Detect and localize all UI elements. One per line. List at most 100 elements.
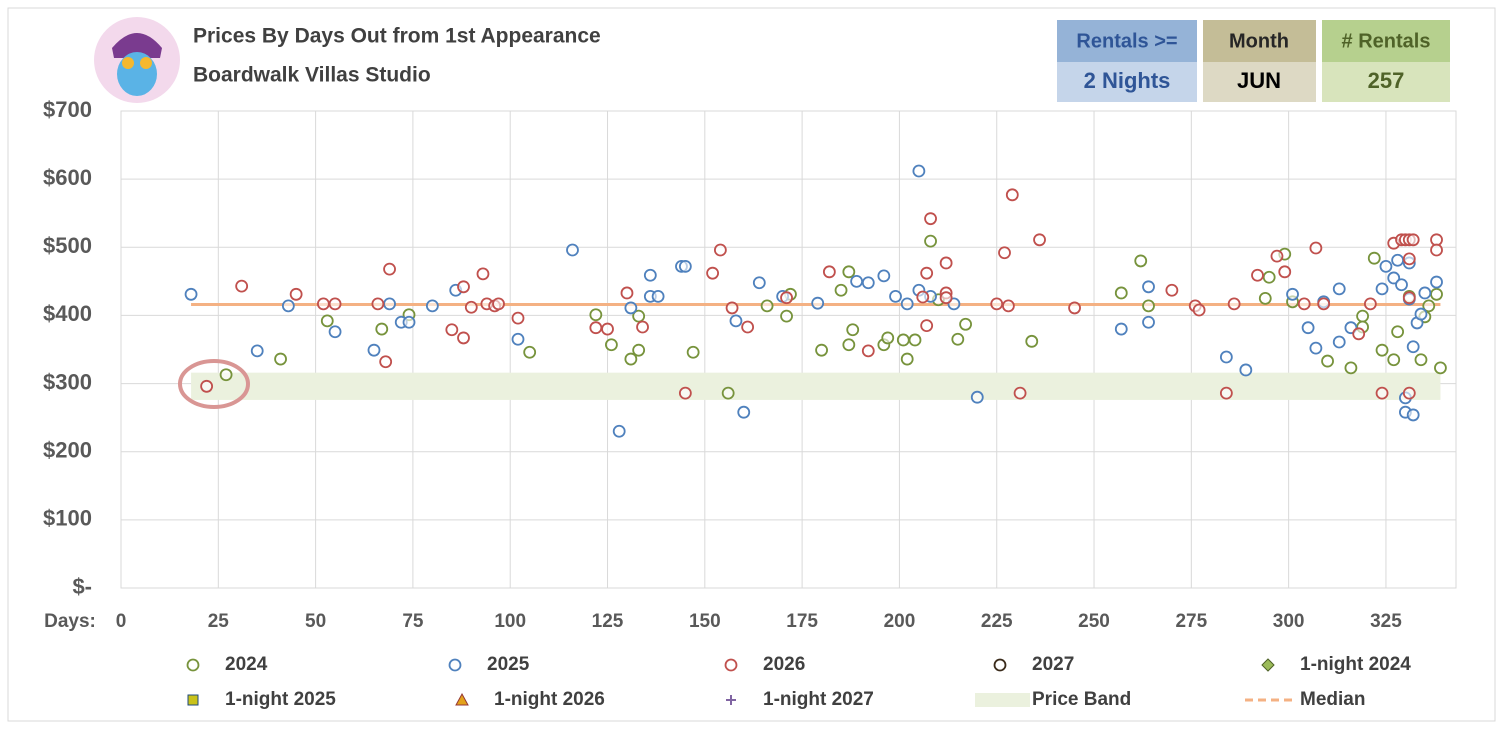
point [741, 320, 755, 334]
y-tick-label: $700 [43, 97, 92, 122]
point [990, 297, 1004, 311]
point [686, 345, 700, 359]
point [1033, 233, 1046, 247]
point [1391, 253, 1405, 267]
point [320, 314, 334, 328]
point [920, 319, 934, 333]
point [200, 379, 214, 393]
point [445, 323, 459, 337]
point [912, 164, 926, 178]
x-tick-label: 325 [1370, 611, 1402, 632]
legend-label: 2025 [487, 654, 530, 675]
x-tick-label: 200 [884, 611, 916, 632]
point [1258, 291, 1272, 305]
y-tick-label: $600 [43, 165, 92, 190]
point [1219, 350, 1233, 364]
point [250, 344, 264, 358]
point [589, 321, 603, 335]
x-axis-label: Days: [44, 611, 96, 632]
point [371, 297, 385, 311]
point [1309, 241, 1323, 255]
legend-marker [993, 658, 1007, 672]
legend: 2024 2025 2026 2027 1-night 2024 1-night 2025… [186, 654, 1411, 710]
x-tick-label: 250 [1078, 611, 1110, 632]
point [1301, 321, 1315, 335]
point [219, 368, 233, 382]
point [1395, 278, 1408, 292]
point [846, 323, 860, 337]
point [939, 291, 953, 305]
point [1317, 297, 1331, 311]
point [721, 386, 735, 400]
legend-item: 2025 [448, 654, 530, 675]
point [1430, 287, 1443, 301]
legend-item: 1-night 2027 [726, 689, 874, 710]
point [900, 297, 914, 311]
point [959, 317, 972, 331]
point [850, 274, 864, 288]
point [383, 262, 396, 276]
point [612, 424, 626, 438]
point [289, 287, 303, 301]
point [1430, 243, 1443, 257]
legend-label: 1-night 2025 [225, 689, 336, 710]
subtitle: Boardwalk Villas Studio [193, 64, 431, 87]
point [1114, 286, 1128, 300]
point [924, 212, 937, 226]
point [425, 299, 439, 313]
point [1375, 386, 1389, 400]
point [383, 297, 396, 311]
x-tick-label: 125 [592, 611, 624, 632]
point [457, 331, 470, 345]
x-tick-label: 0 [116, 611, 127, 632]
point [916, 290, 930, 304]
point [1134, 254, 1148, 268]
point [632, 309, 646, 323]
point [464, 300, 478, 314]
point [636, 320, 649, 334]
legend-marker [1261, 658, 1275, 672]
point [815, 343, 828, 357]
point [1068, 301, 1081, 315]
point [643, 268, 657, 282]
point [1422, 299, 1436, 313]
point [1239, 363, 1253, 377]
point [970, 390, 984, 404]
legend-item: 2026 [724, 654, 805, 675]
point [1142, 299, 1155, 313]
point [620, 286, 634, 300]
box-label: # Rentals [1342, 30, 1431, 52]
x-tick-label: 75 [402, 611, 424, 632]
point [511, 311, 525, 325]
point [737, 405, 751, 419]
point [924, 234, 937, 248]
legend-label: 1-night 2024 [1300, 654, 1411, 675]
legend-item: Median [1245, 689, 1365, 710]
point [511, 332, 525, 346]
point [900, 352, 914, 366]
legend-item: 2024 [186, 654, 268, 675]
point [706, 266, 720, 280]
legend-label: 1-night 2026 [494, 689, 605, 710]
point [1219, 386, 1233, 400]
point [1013, 386, 1027, 400]
point [1414, 353, 1428, 367]
point [328, 297, 342, 311]
point [678, 386, 692, 400]
point [184, 287, 198, 301]
point [1192, 303, 1206, 317]
point [1434, 361, 1447, 375]
point [834, 283, 848, 297]
legend-label: Price Band [1032, 689, 1131, 710]
point [601, 322, 614, 336]
point [1321, 354, 1334, 368]
legend-swatch [975, 693, 1030, 707]
x-tick-label: 300 [1273, 611, 1305, 632]
info-box: Month JUN [1203, 20, 1316, 102]
point [1363, 297, 1377, 311]
point [780, 309, 793, 323]
legend-marker [448, 658, 462, 672]
price-band [191, 372, 1441, 400]
point [1025, 334, 1039, 348]
